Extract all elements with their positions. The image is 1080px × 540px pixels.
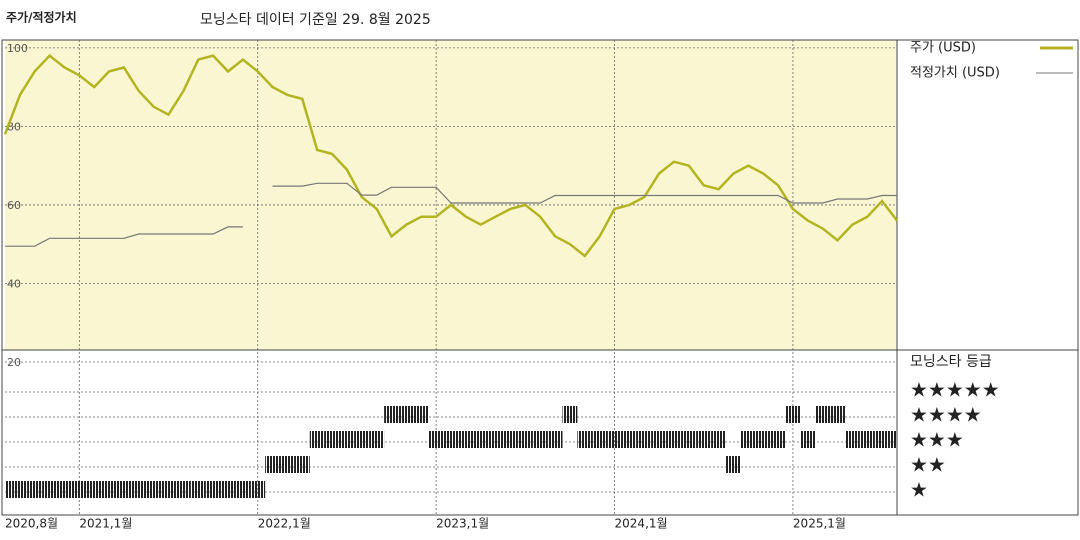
rating-bar (190, 481, 206, 498)
rating-bar (27, 481, 43, 498)
legend-label: 적정가치 (USD) (910, 66, 1000, 81)
rating-bar (131, 481, 147, 498)
rating-bar (577, 431, 593, 448)
rating-bar (369, 431, 385, 448)
rating-bar (146, 481, 162, 498)
x-tick-label: 2024,1월 (615, 517, 668, 531)
rating-bar (280, 456, 295, 473)
rating-bar (859, 431, 875, 448)
rating-bar (696, 431, 712, 448)
rating-bar (42, 481, 58, 498)
rating-bar (309, 431, 325, 448)
series-line (3, 54, 898, 258)
rating-bar (681, 431, 697, 448)
rating-bar (339, 431, 355, 448)
rating-bar (770, 431, 786, 448)
rating-bar (755, 431, 771, 448)
rating-bar (726, 456, 741, 473)
rating-bar (532, 431, 548, 448)
rating-bar (12, 481, 28, 498)
x-tick-label: 2025,1월 (793, 517, 846, 531)
rating-bar (651, 431, 667, 448)
rating-bar (384, 406, 399, 423)
rating-bar (800, 431, 816, 448)
rating-bar (815, 406, 831, 423)
rating-bar (785, 406, 801, 423)
x-tick-label: 2022,1월 (258, 517, 311, 531)
rating-bar (740, 431, 756, 448)
rating-label: ★★★★ (910, 403, 982, 427)
frame (1, 39, 1079, 516)
rating-label: ★★ (910, 453, 946, 477)
rating-bar (711, 431, 727, 448)
rating-bar (5, 481, 13, 498)
rating-bar (294, 456, 310, 473)
rating-bar (636, 431, 652, 448)
rating-bar (428, 431, 444, 448)
rating-bar (874, 431, 890, 448)
y-tick-label: 100 (7, 42, 28, 55)
chart-title: 주가/적정가치 (6, 10, 77, 25)
rating-bar (458, 431, 474, 448)
rating-bar (161, 481, 176, 498)
rating-bar (621, 431, 637, 448)
rating-bar (844, 431, 860, 448)
rating-bar (235, 481, 251, 498)
rating-bar (607, 431, 622, 448)
rating-bar (889, 431, 897, 448)
y-tick-label: 80 (7, 120, 21, 133)
rating-bar (101, 481, 117, 498)
rating-label: ★ (910, 478, 928, 502)
y-tick-label: 40 (7, 277, 21, 290)
y-tick-label: 20 (7, 356, 21, 369)
rating-bar (443, 431, 459, 448)
series-line (5, 182, 897, 247)
rating-bar (220, 481, 236, 498)
y-tick-label: 60 (7, 199, 21, 212)
x-tick-label: 2020,8월 (5, 517, 58, 531)
rating-bar (398, 406, 414, 423)
rating-bar (562, 406, 578, 423)
rating-bar (666, 431, 682, 448)
rating-bar (592, 431, 608, 448)
rating-bar (71, 481, 87, 498)
rating-bar (116, 481, 132, 498)
rating-bar (488, 431, 504, 448)
rating-bar (473, 431, 489, 448)
rating-label: ★★★ (910, 428, 964, 452)
legend-label: 주가 (USD) (910, 41, 976, 56)
rating-bar (503, 431, 518, 448)
rating-bar (265, 456, 281, 473)
chart-subtitle: 모닝스타 데이터 기준일 29. 8월 2025 (200, 12, 431, 28)
rating-bar (250, 481, 266, 498)
rating-bar (86, 481, 102, 498)
rating-bar (830, 406, 845, 423)
rating-bar (547, 431, 563, 448)
rating-bar (324, 431, 340, 448)
rating-bar (175, 481, 191, 498)
x-tick-label: 2023,1월 (436, 517, 489, 531)
rating-bar (57, 481, 72, 498)
rating-bar (354, 431, 370, 448)
rating-title: 모닝스타 등급 (910, 354, 992, 370)
rating-label: ★★★★★ (910, 378, 1000, 402)
rating-bar (413, 406, 429, 423)
x-tick-label: 2021,1월 (79, 517, 132, 531)
rating-bar (517, 431, 533, 448)
rating-bar (205, 481, 221, 498)
